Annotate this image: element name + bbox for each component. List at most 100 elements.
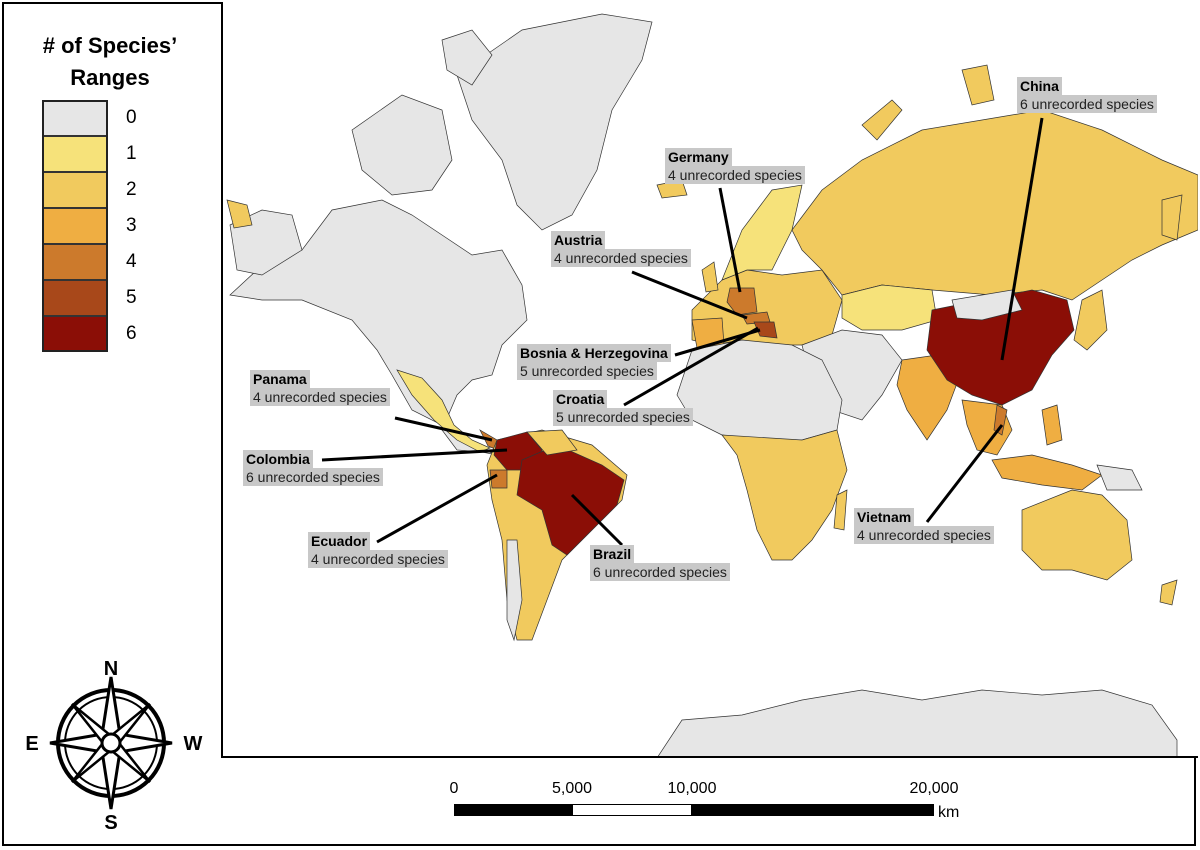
new-zealand bbox=[1159, 579, 1178, 606]
species-count: 4 unrecorded species bbox=[854, 526, 994, 544]
callout-panama: Panama 4 unrecorded species bbox=[250, 370, 390, 406]
country-name: Panama bbox=[250, 370, 310, 388]
legend-swatch bbox=[42, 316, 108, 352]
uk bbox=[701, 261, 719, 293]
vietnam bbox=[993, 404, 1008, 436]
africa-south bbox=[721, 429, 848, 561]
country-name: Croatia bbox=[553, 390, 608, 408]
mongolia bbox=[951, 289, 1023, 321]
legend-swatch bbox=[42, 100, 108, 136]
scale-label: 10,000 bbox=[667, 780, 717, 797]
country-name: Colombia bbox=[243, 450, 313, 468]
kamchatka bbox=[1161, 194, 1183, 241]
arctic-russia-isle bbox=[961, 64, 995, 106]
line-austria bbox=[631, 270, 748, 320]
legend-title: # of Species’ Ranges bbox=[42, 33, 178, 90]
brazil bbox=[516, 444, 625, 556]
indonesia bbox=[991, 454, 1103, 491]
arctic-islands bbox=[351, 94, 453, 196]
legend-label: 2 bbox=[126, 179, 137, 200]
line-panama bbox=[394, 416, 493, 442]
country-name: Germany bbox=[665, 148, 732, 166]
scale-label: 5,000 bbox=[551, 780, 593, 797]
callout-china: China 6 unrecorded species bbox=[1017, 77, 1157, 113]
callout-bosnia: Bosnia & Herzegovina 5 unrecorded species bbox=[517, 344, 671, 380]
line-ecuador bbox=[376, 473, 498, 544]
legend-swatch bbox=[42, 208, 108, 244]
callout-austria: Austria 4 unrecorded species bbox=[551, 231, 691, 267]
species-count: 6 unrecorded species bbox=[1017, 95, 1157, 113]
scale-segment bbox=[692, 804, 934, 816]
legend-label: 5 bbox=[126, 287, 137, 308]
species-count: 4 unrecorded species bbox=[665, 166, 805, 184]
callout-croatia: Croatia 5 unrecorded species bbox=[553, 390, 693, 426]
compass-e: E bbox=[25, 733, 38, 755]
species-count: 4 unrecorded species bbox=[250, 388, 390, 406]
callout-germany: Germany 4 unrecorded species bbox=[665, 148, 805, 184]
line-vietnam bbox=[925, 424, 1004, 523]
country-name: Austria bbox=[551, 231, 606, 249]
compass-icon: N S E W bbox=[25, 658, 203, 834]
species-count: 4 unrecorded species bbox=[551, 249, 691, 267]
alaska bbox=[229, 209, 303, 276]
legend-label: 0 bbox=[126, 107, 137, 128]
ecuador bbox=[489, 469, 508, 489]
callout-ecuador: Ecuador 4 unrecorded species bbox=[308, 532, 448, 568]
species-count: 5 unrecorded species bbox=[553, 408, 693, 426]
species-count: 5 unrecorded species bbox=[517, 362, 657, 380]
country-name: Vietnam bbox=[854, 508, 915, 526]
new-guinea bbox=[1096, 464, 1143, 491]
compass-rose: N S E W bbox=[20, 655, 210, 835]
philippines bbox=[1041, 404, 1063, 446]
scale-segment bbox=[572, 804, 692, 816]
country-name: China bbox=[1017, 77, 1062, 95]
compass-w: W bbox=[184, 733, 203, 755]
legend-swatch bbox=[42, 244, 108, 280]
madagascar bbox=[833, 489, 848, 531]
scale-unit: km bbox=[938, 804, 960, 821]
antarctica bbox=[657, 689, 1178, 756]
species-count: 4 unrecorded species bbox=[308, 550, 448, 568]
legend-label: 1 bbox=[126, 143, 137, 164]
scandinavia bbox=[721, 184, 803, 281]
compass-s: S bbox=[104, 812, 117, 834]
greenland bbox=[456, 13, 653, 231]
country-name: Brazil bbox=[590, 545, 635, 563]
japan bbox=[1073, 289, 1108, 351]
map-svg bbox=[226, 13, 1198, 756]
legend-label: 6 bbox=[126, 323, 137, 344]
compass-n: N bbox=[104, 658, 118, 680]
country-name: Ecuador bbox=[308, 532, 371, 550]
country-name: Bosnia & Herzegovina bbox=[517, 344, 671, 362]
chile bbox=[506, 539, 523, 642]
callout-vietnam: Vietnam 4 unrecorded species bbox=[854, 508, 994, 544]
legend-label: 3 bbox=[126, 215, 137, 236]
alaska-west bbox=[226, 199, 253, 229]
venezuela bbox=[526, 429, 578, 456]
novaya-zemlya bbox=[861, 99, 903, 141]
arctic-islands-2 bbox=[441, 29, 493, 86]
callout-brazil: Brazil 6 unrecorded species bbox=[590, 545, 730, 581]
scale-bar: 0 5,000 10,000 20,000 km bbox=[430, 780, 990, 830]
scale-label: 20,000 bbox=[909, 780, 959, 797]
legend-swatch bbox=[42, 280, 108, 316]
world-map bbox=[221, 2, 1198, 758]
line-germany bbox=[718, 187, 742, 293]
line-colombia bbox=[321, 448, 508, 462]
mexico bbox=[396, 369, 491, 453]
legend-swatch bbox=[42, 172, 108, 208]
species-count: 6 unrecorded species bbox=[590, 563, 730, 581]
germany bbox=[726, 287, 758, 316]
callout-lines bbox=[321, 117, 1044, 547]
legend-swatch bbox=[42, 136, 108, 172]
line-croatia bbox=[623, 326, 759, 407]
callout-colombia: Colombia 6 unrecorded species bbox=[243, 450, 383, 486]
australia bbox=[1021, 489, 1133, 581]
russia bbox=[791, 109, 1198, 301]
north-america bbox=[229, 199, 528, 456]
kazakhstan bbox=[841, 284, 938, 331]
scale-segment bbox=[454, 804, 572, 816]
species-count: 6 unrecorded species bbox=[243, 468, 383, 486]
line-brazil bbox=[570, 493, 624, 547]
line-china bbox=[1000, 117, 1044, 361]
